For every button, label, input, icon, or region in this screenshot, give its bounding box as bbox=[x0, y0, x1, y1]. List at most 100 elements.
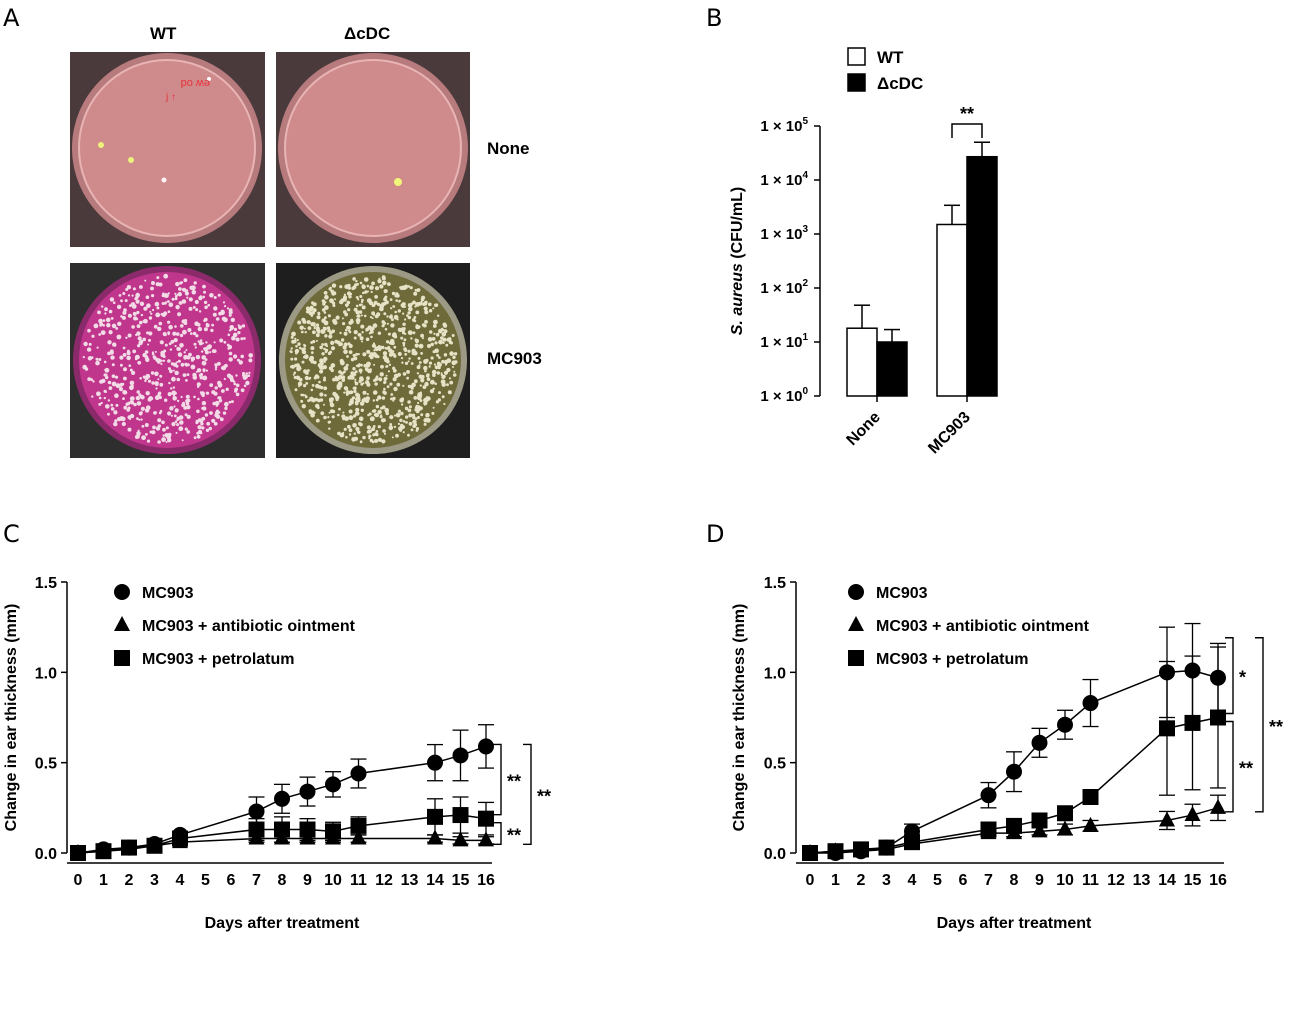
colony-dot bbox=[443, 329, 448, 334]
data-point-circle bbox=[146, 835, 163, 852]
colony-dot bbox=[161, 420, 165, 425]
legend-label: MC903 bbox=[142, 585, 194, 602]
colony-dot bbox=[337, 381, 343, 387]
colony-dot bbox=[404, 406, 408, 410]
colony-dot bbox=[375, 430, 379, 433]
colony-dot bbox=[157, 378, 160, 381]
colony-dot bbox=[138, 340, 143, 346]
colony-dot bbox=[396, 318, 399, 321]
colony-dot bbox=[209, 293, 214, 298]
colony-dot bbox=[92, 380, 95, 383]
colony-dot bbox=[159, 382, 164, 387]
colony-dot bbox=[152, 425, 156, 430]
data-point-circle bbox=[1159, 664, 1175, 681]
colony-dot bbox=[348, 409, 353, 414]
colony-dot bbox=[173, 391, 177, 395]
colony-dot bbox=[154, 350, 157, 353]
x-tick-label: None bbox=[844, 409, 884, 449]
colony-dot bbox=[410, 362, 414, 365]
colony-dot bbox=[301, 350, 305, 354]
colony-dot bbox=[114, 410, 118, 413]
colony-dot bbox=[306, 320, 311, 325]
colony-dot bbox=[170, 414, 173, 417]
colony-dot bbox=[99, 323, 103, 327]
colony-dot bbox=[437, 314, 440, 317]
colony-dot bbox=[359, 440, 363, 444]
colony-dot bbox=[146, 439, 151, 443]
colony-dot bbox=[297, 381, 303, 387]
colony-dot bbox=[308, 357, 313, 362]
colony-dot bbox=[425, 413, 429, 418]
colony-dot bbox=[393, 345, 397, 349]
colony-dot bbox=[388, 348, 393, 353]
colony-dot bbox=[375, 404, 380, 409]
colony-dot bbox=[313, 327, 316, 330]
colony-dot bbox=[355, 407, 360, 412]
y-tick-label: 1 × 102 bbox=[760, 278, 808, 297]
colony-dot bbox=[144, 279, 147, 282]
colony-dot bbox=[386, 385, 390, 389]
colony-dot bbox=[446, 383, 449, 387]
colony-dot bbox=[355, 318, 361, 323]
colony-dot bbox=[433, 319, 438, 325]
colony-dot bbox=[111, 374, 116, 378]
colony-dot bbox=[353, 389, 357, 394]
colony-dot bbox=[354, 380, 357, 383]
colony-dot bbox=[374, 353, 379, 359]
colony-dot bbox=[305, 376, 309, 379]
colony-dot bbox=[185, 364, 188, 367]
colony-dot bbox=[291, 339, 296, 344]
colony-dot bbox=[184, 413, 188, 417]
colony-dot bbox=[404, 361, 409, 365]
panel-letter-b: B bbox=[706, 4, 723, 32]
data-point-circle bbox=[248, 803, 265, 820]
colony-dot bbox=[344, 303, 348, 307]
colony-dot bbox=[290, 365, 293, 369]
colony-dot bbox=[99, 379, 104, 384]
colony-dot bbox=[396, 382, 401, 387]
colony-dot bbox=[213, 296, 217, 299]
colony-dot bbox=[217, 293, 221, 297]
colony-dot bbox=[330, 363, 336, 368]
colony-dot bbox=[227, 333, 231, 337]
colony-dot bbox=[384, 327, 388, 331]
y-tick-label: 1.0 bbox=[764, 665, 786, 682]
colony-dot bbox=[408, 357, 411, 360]
colony-dot bbox=[393, 414, 396, 417]
colony-dot bbox=[303, 355, 306, 359]
colony-dot bbox=[319, 398, 324, 402]
colony-dot bbox=[218, 399, 223, 403]
colony-dot bbox=[304, 394, 307, 397]
colony-dot bbox=[347, 286, 351, 290]
colony-dot bbox=[173, 338, 178, 343]
colony-dot bbox=[221, 365, 227, 371]
x-tick-label: 3 bbox=[882, 872, 891, 889]
colony-dot bbox=[350, 318, 354, 322]
colony-dot bbox=[177, 359, 181, 363]
colony-dot bbox=[355, 352, 359, 356]
colony-dot bbox=[315, 323, 320, 327]
colony-dot bbox=[345, 328, 348, 332]
colony-dot bbox=[164, 333, 167, 337]
colony-dot bbox=[115, 403, 119, 407]
colony-dot bbox=[83, 341, 88, 347]
colony-dot bbox=[325, 306, 329, 309]
colony-dot bbox=[228, 400, 232, 404]
colony-dot bbox=[312, 322, 316, 326]
colony-dot bbox=[310, 412, 315, 418]
colony-dot bbox=[116, 304, 122, 310]
colony-dot bbox=[380, 305, 384, 309]
colony-dot bbox=[443, 370, 449, 375]
colony-dot bbox=[417, 356, 421, 360]
colony-dot bbox=[325, 344, 329, 348]
colony-dot bbox=[374, 295, 378, 299]
x-tick-label: 13 bbox=[1133, 872, 1151, 889]
legend-label: MC903 + petrolatum bbox=[876, 651, 1028, 668]
colony-dot bbox=[361, 331, 364, 334]
colony-dot bbox=[216, 363, 219, 366]
colony-dot bbox=[353, 330, 358, 335]
colony-dot bbox=[154, 301, 160, 307]
colony-dot bbox=[294, 337, 297, 340]
colony-dot bbox=[423, 359, 428, 364]
y-tick-label: 0.0 bbox=[35, 846, 57, 863]
